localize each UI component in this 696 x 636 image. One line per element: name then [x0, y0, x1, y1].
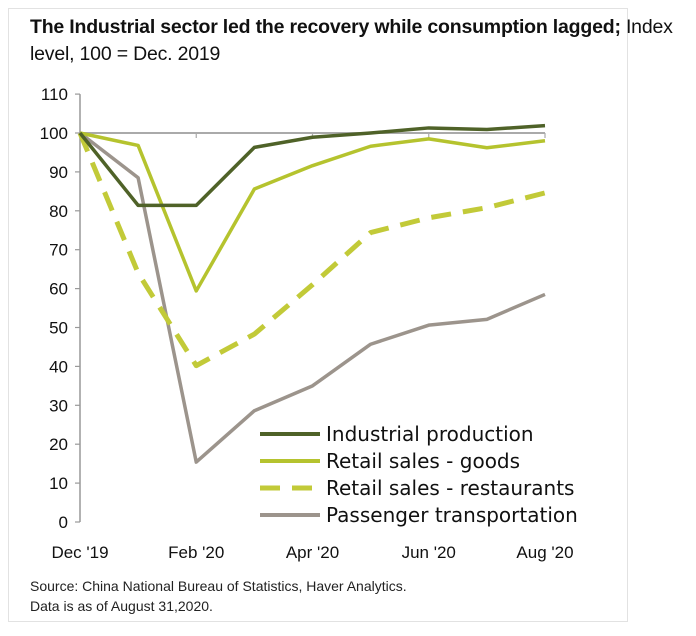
x-tick-label: Feb '20 — [168, 543, 224, 562]
legend-label: Retail sales - goods — [326, 449, 520, 473]
y-tick-label: 60 — [49, 280, 68, 299]
legend-label: Retail sales - restaurants — [326, 476, 574, 500]
chart-frame — [8, 8, 628, 622]
footnote: Source: China National Bureau of Statist… — [30, 576, 407, 616]
x-tick-label: Dec '19 — [51, 543, 108, 562]
legend-label: Industrial production — [326, 422, 534, 446]
footnote-date: Data is as of August 31,2020. — [30, 598, 213, 614]
y-tick-label: 0 — [59, 513, 68, 532]
x-tick-label: Apr '20 — [286, 543, 339, 562]
y-tick-label: 100 — [40, 124, 68, 143]
x-tick-label: Aug '20 — [516, 543, 573, 562]
chart-title: The Industrial sector led the recovery w… — [30, 14, 696, 68]
title-rest: Index level, 100 = Dec. 2019 — [30, 16, 673, 65]
y-tick-label: 110 — [41, 85, 68, 104]
series-line-passenger-transportation — [78, 131, 546, 464]
y-tick-label: 20 — [49, 435, 68, 454]
y-tick-label: 70 — [49, 241, 68, 260]
footnote-source: Source: China National Bureau of Statist… — [30, 578, 407, 594]
series-line-industrial-production — [78, 123, 546, 208]
legend-label: Passenger transportation — [326, 503, 578, 527]
y-tick-label: 40 — [49, 357, 68, 376]
y-tick-label: 30 — [49, 396, 68, 415]
series-line-retail-sales-goods — [79, 131, 546, 293]
y-tick-label: 50 — [49, 319, 68, 338]
y-tick-label: 80 — [49, 202, 68, 221]
y-tick-label: 10 — [49, 474, 68, 493]
y-tick-label: 90 — [49, 163, 68, 182]
x-tick-label: Jun '20 — [402, 543, 456, 562]
title-bold: The Industrial sector led the recovery w… — [30, 16, 621, 38]
series-line-retail-sales-restaurants — [77, 132, 546, 369]
